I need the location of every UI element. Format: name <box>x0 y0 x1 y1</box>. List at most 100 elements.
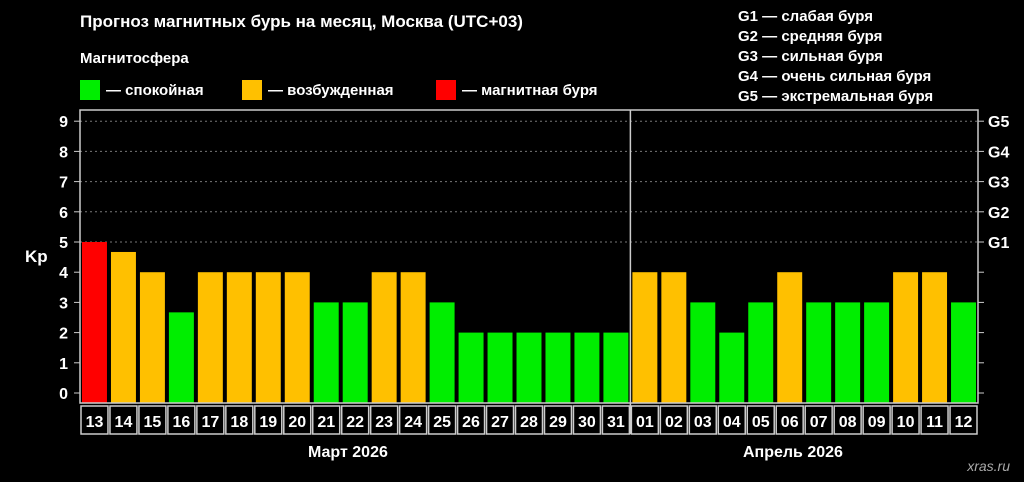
bar-26 <box>458 332 484 403</box>
day-box <box>283 405 312 435</box>
legend-label: — возбужденная <box>268 81 394 99</box>
bar-17 <box>197 272 223 403</box>
day-box <box>804 405 833 435</box>
bar-05 <box>748 302 774 403</box>
g-scale-4: G4 — очень сильная буря <box>738 68 932 85</box>
day-box <box>543 405 573 435</box>
day-box <box>514 405 544 435</box>
legend-excited: — возбужденная <box>242 80 394 100</box>
day-box <box>109 405 138 435</box>
day-label: 18 <box>230 414 248 431</box>
day-box <box>920 405 949 435</box>
day-label: 02 <box>665 414 683 431</box>
day-box <box>340 405 370 435</box>
bar-18 <box>226 272 252 403</box>
y-tick-label: 4 <box>59 265 68 282</box>
legend-label: — магнитная буря <box>462 81 598 99</box>
y-tick-label: 9 <box>59 114 68 131</box>
bar-28 <box>516 332 542 403</box>
day-label: 07 <box>810 414 828 431</box>
bar-06 <box>777 272 803 403</box>
day-box <box>717 405 747 435</box>
bar-24 <box>400 272 426 403</box>
bar-08 <box>835 302 861 403</box>
day-label: 30 <box>578 414 596 431</box>
g-scale-1: G1 — слабая буря <box>738 8 874 25</box>
day-label: 21 <box>317 414 335 431</box>
day-label: 22 <box>346 414 364 431</box>
y-tick-label: 6 <box>59 205 68 222</box>
bar-31 <box>603 332 629 403</box>
y-tick-label: 3 <box>59 295 68 312</box>
bar-01 <box>632 272 658 403</box>
bar-30 <box>574 332 600 403</box>
legend-calm: — спокойная <box>80 80 204 100</box>
day-label: 11 <box>926 414 943 431</box>
bar-07 <box>806 302 832 403</box>
bar-29 <box>545 332 571 403</box>
legend-storm: — магнитная буря <box>436 80 598 100</box>
day-label: 27 <box>491 414 509 431</box>
day-label: 09 <box>868 414 886 431</box>
day-box <box>833 405 862 435</box>
month-label-march: Март 2026 <box>308 444 388 461</box>
g-scale-3: G3 — сильная буря <box>738 48 883 65</box>
legend-label: — спокойная <box>106 81 204 99</box>
day-label: 15 <box>144 414 162 431</box>
day-label: 10 <box>897 414 915 431</box>
day-box <box>949 405 978 435</box>
bar-16 <box>168 312 194 403</box>
g-tick-label: G4 <box>988 144 1009 161</box>
day-label: 14 <box>115 414 133 431</box>
brand-watermark: xras.ru <box>967 458 1010 474</box>
day-box <box>688 405 718 435</box>
day-box <box>138 405 167 435</box>
day-box <box>601 405 631 435</box>
day-box <box>369 405 399 435</box>
g-scale-5: G5 — экстремальная буря <box>738 88 934 105</box>
day-label: 12 <box>955 414 973 431</box>
day-box <box>80 405 109 435</box>
day-box <box>427 405 457 435</box>
bar-15 <box>139 272 165 403</box>
month-label-april: Апрель 2026 <box>743 444 843 461</box>
bar-13 <box>82 242 107 403</box>
day-label: 20 <box>288 414 306 431</box>
day-label: 13 <box>86 414 104 431</box>
bar-21 <box>313 302 339 403</box>
legend-swatch-calm <box>80 80 100 100</box>
day-label: 17 <box>201 414 219 431</box>
day-label: 29 <box>549 414 567 431</box>
g-tick-label: G1 <box>988 235 1009 252</box>
day-box <box>311 405 341 435</box>
bar-11 <box>922 272 948 403</box>
bar-02 <box>661 272 687 403</box>
bar-25 <box>429 302 455 403</box>
y-tick-label: 7 <box>59 175 68 192</box>
day-label: 06 <box>781 414 799 431</box>
bar-27 <box>487 332 513 403</box>
day-box <box>775 405 804 435</box>
g-scale-2: G2 — средняя буря <box>738 28 883 45</box>
day-label: 05 <box>752 414 770 431</box>
day-box <box>254 405 283 435</box>
day-label: 26 <box>462 414 480 431</box>
day-box <box>862 405 891 435</box>
bar-14 <box>110 251 136 403</box>
day-box <box>485 405 515 435</box>
y-tick-label: 5 <box>59 235 68 252</box>
legend-swatch-excited <box>242 80 262 100</box>
chart-title: Прогноз магнитных бурь на месяц, Москва … <box>80 12 523 31</box>
g-tick-label: G5 <box>988 114 1009 131</box>
day-box <box>398 405 428 435</box>
day-box <box>891 405 920 435</box>
y-tick-label: 0 <box>59 386 68 403</box>
day-box <box>225 405 254 435</box>
day-label: 31 <box>607 414 625 431</box>
bar-23 <box>371 272 397 403</box>
bar-09 <box>864 302 890 403</box>
bar-20 <box>284 272 310 403</box>
day-label: 25 <box>433 414 451 431</box>
y-axis-label: Kp <box>25 247 48 266</box>
bar-19 <box>255 272 281 403</box>
